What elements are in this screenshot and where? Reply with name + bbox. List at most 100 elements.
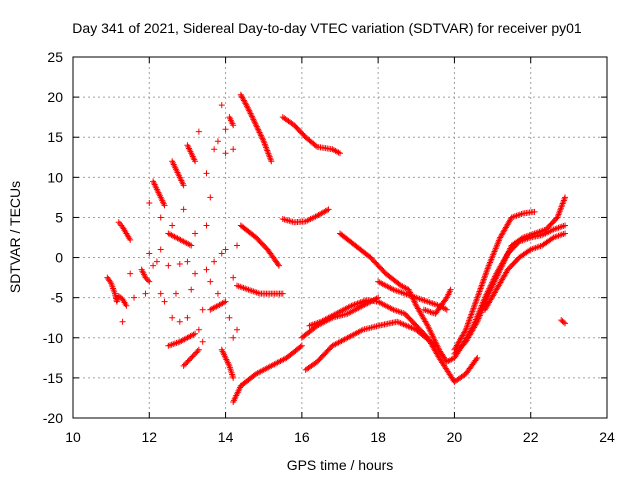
x-tick-label-3: 16 — [294, 429, 310, 445]
data-point-29-6 — [153, 258, 160, 265]
data-point-29-25 — [211, 258, 218, 265]
data-point-29-12 — [172, 290, 179, 297]
data-point-29-0 — [119, 318, 126, 325]
data-point-29-26 — [214, 290, 221, 297]
data-point-8-1 — [181, 361, 188, 368]
data-point-29-41 — [169, 222, 176, 229]
y-tick-label-0: -20 — [43, 410, 63, 426]
data-point-15-33 — [275, 261, 282, 268]
data-point-29-7 — [157, 246, 164, 253]
y-tick-label-6: 10 — [47, 169, 63, 185]
data-point-3-15 — [161, 202, 168, 209]
data-point-22-63 — [411, 299, 418, 306]
data-point-12-21 — [253, 122, 260, 129]
data-point-12-28 — [257, 132, 264, 139]
data-point-29-14 — [184, 258, 191, 265]
data-point-29-10 — [165, 262, 172, 269]
x-tick-label-2: 14 — [218, 429, 234, 445]
series-track-5 — [169, 158, 187, 189]
data-point-29-42 — [180, 206, 187, 213]
series-track-6 — [184, 142, 199, 165]
data-point-29-37 — [222, 126, 229, 133]
y-tick-label-1: -15 — [43, 370, 63, 386]
data-point-13-5 — [230, 122, 237, 129]
data-point-12-26 — [256, 129, 263, 136]
data-point-29-39 — [146, 200, 153, 207]
data-point-25-23 — [473, 320, 480, 327]
y-tick-label-5: 5 — [55, 209, 63, 225]
y-tick-label-8: 20 — [47, 89, 63, 105]
data-point-12-29 — [258, 133, 265, 140]
data-point-6-15 — [188, 242, 195, 249]
series-track-22 — [306, 297, 481, 385]
data-point-14-28 — [279, 290, 286, 297]
data-point-9-10 — [222, 298, 229, 305]
data-point-29-45 — [218, 102, 225, 109]
data-point-8-2 — [183, 360, 190, 367]
data-point-29-21 — [203, 266, 210, 273]
data-point-29-19 — [195, 326, 202, 333]
data-point-29-3 — [142, 290, 149, 297]
data-point-29-47 — [176, 318, 183, 325]
series-track-29 — [558, 317, 569, 327]
series-scattered — [119, 102, 241, 345]
data-point-12-10 — [245, 106, 252, 113]
data-point-29-38 — [230, 146, 237, 153]
data-point-29-13 — [176, 260, 183, 267]
data-point-29-27 — [218, 250, 225, 257]
data-point-8-11 — [194, 348, 201, 355]
y-axis-label: SDTVAR / TECUs — [7, 181, 23, 293]
x-tick-label-0: 10 — [65, 429, 81, 445]
axis-ticks: 10 12 14 16 18 20 22 24 -20 -15 -10 -5 0 5 10 15 20 25 — [43, 49, 615, 445]
data-point-27-60 — [549, 235, 556, 242]
data-point-12-13 — [247, 110, 254, 117]
data-point-12-11 — [246, 107, 253, 114]
data-point-2-7 — [145, 277, 152, 284]
data-point-29-24 — [207, 194, 214, 201]
series-track-2 — [115, 219, 134, 243]
series-track-3 — [138, 266, 153, 285]
data-point-29-35 — [214, 138, 221, 145]
data-point-29-31 — [234, 326, 241, 333]
data-point-17-41 — [337, 150, 343, 157]
x-tick-label-6: 22 — [523, 429, 539, 445]
data-point-12-27 — [257, 130, 264, 137]
data-point-22-216 — [562, 222, 569, 229]
data-point-8-12 — [195, 346, 202, 353]
data-point-8-7 — [189, 353, 196, 360]
data-point-18-29 — [325, 206, 332, 213]
data-point-29-33 — [234, 242, 241, 249]
data-point-25-119 — [562, 194, 569, 201]
data-point-29-5 — [150, 262, 157, 269]
series-track-10 — [207, 298, 229, 313]
data-point-12-12 — [246, 109, 253, 116]
data-point-17-26 — [312, 142, 319, 149]
data-point-5-10 — [192, 158, 199, 165]
series-track-26 — [451, 194, 569, 357]
data-point-16-44 — [298, 342, 305, 349]
series-track-14 — [226, 114, 237, 129]
series-track-9 — [180, 346, 202, 369]
data-point-24-24 — [447, 286, 454, 293]
series-track-8 — [165, 330, 199, 349]
x-axis-label: GPS time / hours — [287, 457, 394, 473]
data-point-2-6 — [143, 275, 150, 282]
data-point-2-8 — [146, 278, 153, 285]
data-point-12-25 — [255, 128, 262, 135]
series-track-25 — [420, 286, 454, 317]
data-point-0-25 — [123, 302, 130, 309]
data-point-29-29 — [226, 314, 233, 321]
data-point-1-11 — [127, 236, 134, 243]
series-track-19 — [279, 206, 332, 226]
y-tick-label-3: -5 — [51, 290, 64, 306]
y-tick-label-2: -10 — [43, 330, 63, 346]
data-point-12-16 — [249, 114, 256, 121]
series-track-11 — [218, 346, 237, 381]
data-point-29-44 — [203, 170, 210, 177]
data-point-0-3 — [107, 278, 114, 285]
series-track-27 — [451, 208, 538, 353]
data-point-29-40 — [157, 214, 164, 221]
data-point-29-2 — [131, 294, 138, 301]
